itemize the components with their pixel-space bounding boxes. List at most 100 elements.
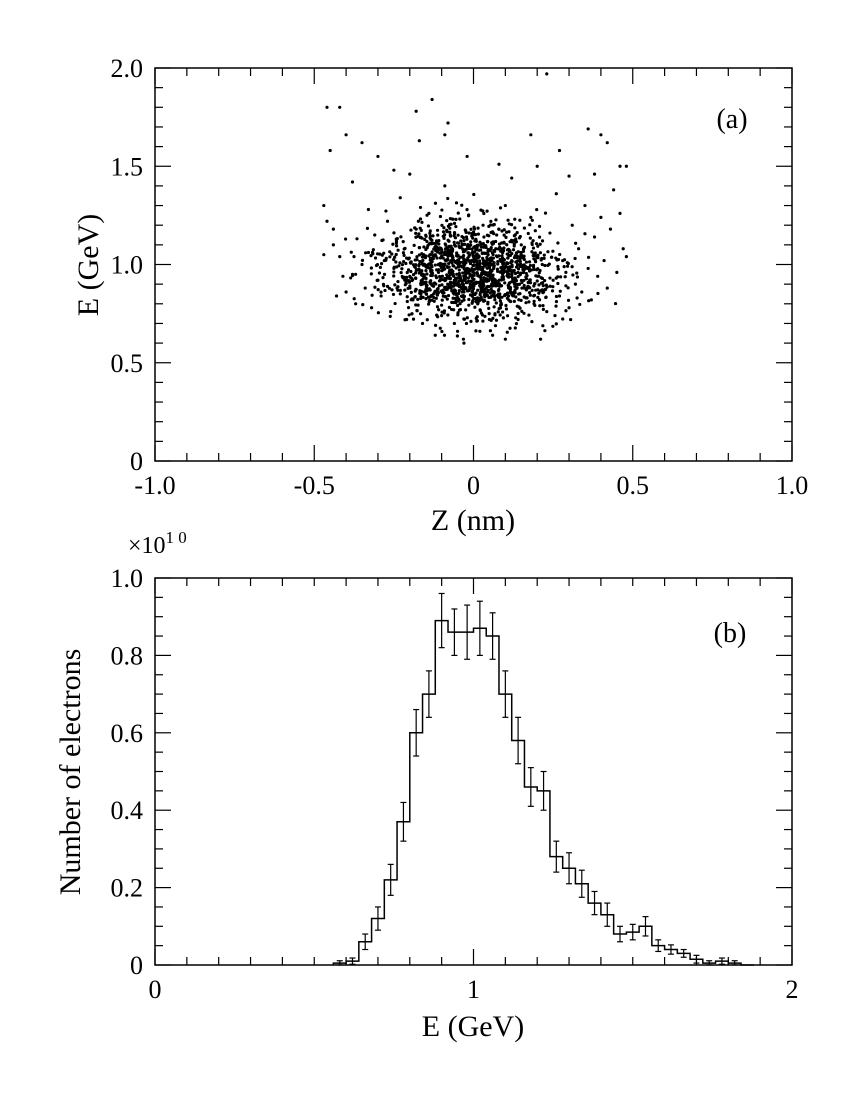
panel-a-data-point <box>437 284 441 288</box>
panel-a-data-point <box>522 254 526 258</box>
panel-a-data-point <box>551 324 555 328</box>
panel-a-data-point <box>470 301 474 305</box>
panel-b-error-bar <box>527 767 534 807</box>
panel-a-data-point <box>392 274 396 278</box>
panel-a-data-point <box>538 337 543 341</box>
panel-a-data-point <box>407 313 411 317</box>
panel-b-error-bar <box>553 840 560 873</box>
panel-a-data-point <box>322 253 326 257</box>
panel-a-data-point <box>473 305 477 309</box>
panel-a-data-point <box>556 241 560 245</box>
panel-a-x-tick-label: 1.0 <box>776 471 809 500</box>
panel-a-data-point <box>384 256 388 260</box>
panel-a-x-tick-label: 0.5 <box>617 471 650 500</box>
panel-a-data-point <box>513 233 517 237</box>
panel-a-data-point <box>429 242 434 246</box>
panel-a-data-point <box>394 252 398 257</box>
panel-a-data-point <box>376 154 380 159</box>
panel-a-data-point <box>565 264 570 268</box>
panel-a-data-point <box>512 256 517 260</box>
panel-a-data-point <box>556 281 560 286</box>
panel-a-data-point <box>519 264 523 268</box>
panel-a-data-point <box>532 293 537 297</box>
panel-a-data-point <box>516 250 520 254</box>
panel-b-error-bar <box>464 604 471 660</box>
panel-a-data-point <box>454 225 458 229</box>
panel-a-data-point <box>377 271 382 275</box>
panel-a-data-point <box>557 294 562 298</box>
panel-a-data-point <box>434 275 439 280</box>
panel-a-data-point <box>470 283 474 287</box>
panel-a-data-point <box>567 174 571 178</box>
panel-a-data-point <box>452 221 457 225</box>
panel-a-data-point <box>586 266 590 271</box>
panel-a-data-point <box>399 270 403 275</box>
panel-a-data-point <box>435 313 439 317</box>
panel-b-error-bar <box>476 600 483 657</box>
panel-a-data-point <box>405 270 409 275</box>
panel-a-data-point <box>494 284 498 288</box>
panel-a-data-point <box>417 271 421 275</box>
panel-a-data-point <box>478 296 483 300</box>
panel-a-data-point <box>566 298 571 302</box>
panel-b-error-bar <box>362 933 369 951</box>
panel-a-data-point <box>476 296 480 300</box>
panel-a-data-point <box>355 237 359 241</box>
panel-a-data-point <box>488 329 492 333</box>
panel-a-data-point <box>448 230 452 234</box>
panel-a-data-point <box>504 303 508 308</box>
panel-a-data-point <box>416 234 420 238</box>
panel-a-data-point <box>455 329 460 333</box>
panel-a-data-point <box>564 284 568 288</box>
panel-a-data-point <box>481 319 485 323</box>
panel-a-data-point <box>532 257 536 261</box>
panel-a-data-point <box>467 231 471 235</box>
panel-a-data-point <box>375 278 379 282</box>
panel-a-data-point <box>573 256 577 261</box>
panel-a-data-point <box>443 247 448 251</box>
panel-a-data-point <box>528 281 533 285</box>
panel-a-data-point <box>605 286 609 290</box>
panel-b-error-bar <box>451 608 458 657</box>
panel-a-data-point <box>556 257 561 262</box>
panel-a-data-point <box>438 261 442 266</box>
panel-a-data-point <box>513 217 517 221</box>
panel-a-data-point <box>487 234 491 238</box>
panel-a-data-point <box>506 218 510 222</box>
panel-a-data-point <box>489 219 493 224</box>
panel-a-data-point <box>486 278 490 282</box>
panel-a-data-point <box>393 283 397 287</box>
panel-a-data-point <box>499 259 503 263</box>
panel-a-data-point <box>514 295 518 299</box>
panel-a-data-point <box>443 133 447 137</box>
panel-a-data-point <box>476 288 480 292</box>
panel-a-data-point <box>492 261 496 265</box>
panel-a-data-point <box>388 255 392 259</box>
panel-b-error-bar <box>731 960 738 966</box>
panel-a-data-point <box>489 223 493 227</box>
panel-a-data-point <box>573 282 578 286</box>
panel-b-x-axis-title: E (GeV) <box>422 1010 524 1043</box>
panel-b-error-bar <box>387 863 394 896</box>
panel-a-data-point <box>454 278 458 283</box>
panel-a-data-point <box>401 251 406 255</box>
panel-a-data-point <box>492 264 496 268</box>
panel-a-data-point <box>419 289 424 294</box>
panel-a-data-point <box>519 278 523 283</box>
panel-a-data-point <box>498 299 502 303</box>
panel-a-data-point <box>409 261 413 265</box>
panel-a-data-point <box>543 278 547 283</box>
panel-a-data-point <box>530 320 534 324</box>
panel-a-data-point <box>511 294 515 298</box>
panel-a-data-point <box>502 246 506 250</box>
panel-a-data-point <box>424 269 428 273</box>
panel-a-data-point <box>445 273 449 277</box>
panel-a-data-point <box>505 243 509 247</box>
panel-a-data-point <box>393 255 397 259</box>
panel-b-y-tick-label: 1.0 <box>111 564 144 593</box>
panel-a-data-point <box>535 254 539 258</box>
panel-a-data-point <box>465 244 470 248</box>
panel-a-data-point <box>400 267 404 271</box>
panel-a-data-point <box>437 238 441 243</box>
